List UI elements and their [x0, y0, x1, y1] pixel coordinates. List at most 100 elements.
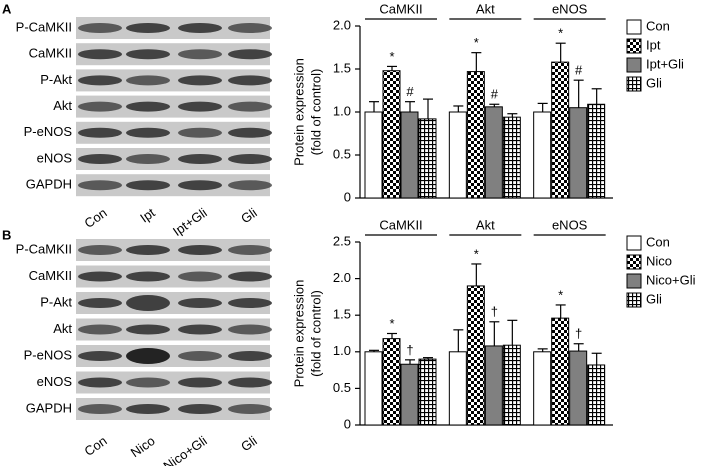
- blot-band: [126, 127, 170, 138]
- significance-label: #: [491, 87, 499, 102]
- legend-swatch: [626, 57, 642, 73]
- legend-swatch: [626, 19, 642, 35]
- significance-label: #: [406, 84, 414, 99]
- y-tick-label: 1.5: [333, 307, 351, 322]
- blot-row-label: eNOS: [37, 374, 73, 389]
- blot-band: [126, 324, 170, 335]
- blot-band: [178, 245, 222, 255]
- bar: [382, 338, 401, 426]
- blot-band: [228, 180, 272, 191]
- category-label: eNOS: [552, 217, 588, 232]
- bar: [587, 364, 606, 426]
- y-tick-label: 0.5: [333, 146, 351, 161]
- blot-band: [78, 324, 122, 335]
- blot-band: [78, 180, 122, 191]
- legend-swatch: [626, 38, 642, 54]
- blot-band: [228, 404, 272, 414]
- blot-band: [228, 351, 272, 361]
- blot-band: [78, 245, 122, 255]
- blot-band: [178, 298, 222, 308]
- blot-band: [178, 377, 222, 388]
- bar: [418, 118, 437, 199]
- bar: [569, 350, 588, 426]
- blot-band: [126, 245, 170, 255]
- blot-band: [178, 23, 222, 33]
- blot-band: [228, 101, 272, 112]
- category-label: eNOS: [552, 1, 588, 16]
- legend-swatch: [626, 292, 642, 308]
- blot-row-label: P-CaMKII: [16, 19, 72, 34]
- blot-row-label: GAPDH: [26, 177, 72, 192]
- blot-strip: [76, 345, 270, 367]
- blot-band: [126, 101, 170, 112]
- blot-strip: [76, 398, 270, 420]
- blot-band: [178, 101, 222, 112]
- blot-strip: [76, 69, 270, 92]
- category-label: CaMKII: [379, 217, 422, 232]
- significance-label: *: [389, 49, 394, 64]
- blot-band: [126, 271, 170, 282]
- bar: [551, 317, 570, 426]
- blot-row-label: P-Akt: [40, 294, 72, 309]
- blot-strip: [76, 43, 270, 66]
- blot-row-label: P-CaMKII: [16, 241, 72, 256]
- bar: [484, 106, 503, 199]
- blot-band: [178, 271, 222, 282]
- bar: [466, 71, 485, 199]
- category-label: CaMKII: [379, 1, 422, 16]
- blot-band: [126, 49, 170, 60]
- blot-band: [228, 324, 272, 335]
- blot-strip: [76, 174, 270, 197]
- blot-band: [178, 351, 222, 361]
- legend-label: Nico: [646, 253, 672, 268]
- bar: [587, 103, 606, 199]
- blot-band: [228, 245, 272, 255]
- legend-label: Ipt: [646, 37, 661, 52]
- lane-label: Con: [82, 205, 110, 231]
- lane-label: Gli: [238, 205, 260, 226]
- y-tick-label: 0: [344, 189, 351, 204]
- blot-band: [178, 75, 222, 86]
- bar: [466, 285, 485, 426]
- significance-label: *: [558, 287, 563, 302]
- blot-band: [78, 49, 122, 60]
- panel-label: A: [2, 1, 12, 16]
- blot-band: [178, 127, 222, 138]
- blot-band: [178, 154, 222, 164]
- legend-label: Gli: [646, 75, 662, 90]
- bar: [448, 111, 467, 199]
- blot-row-label: GAPDH: [26, 400, 72, 415]
- bar: [418, 358, 437, 426]
- bar: [569, 107, 588, 199]
- blot-band: [228, 49, 272, 60]
- blot-band: [178, 324, 222, 335]
- bar: [502, 344, 521, 426]
- blot-band: [228, 75, 272, 86]
- blot-band: [126, 154, 170, 164]
- y-axis-label: Protein expression: [291, 280, 306, 388]
- bar: [551, 61, 570, 199]
- lane-label: Con: [82, 433, 110, 459]
- blot-band: [228, 154, 272, 164]
- y-tick-label: 2.5: [333, 233, 351, 248]
- blot-strip: [76, 239, 270, 261]
- lane-label: Nico+Gli: [161, 433, 210, 466]
- legend-label: Nico+Gli: [646, 272, 696, 287]
- blot-band: [78, 154, 122, 164]
- panel-label: B: [2, 227, 11, 242]
- blot-row-label: CaMKII: [29, 268, 72, 283]
- category-label: Akt: [476, 217, 495, 232]
- y-tick-label: 1.0: [333, 343, 351, 358]
- legend-swatch: [626, 254, 642, 270]
- blot-row-label: CaMKII: [29, 46, 72, 61]
- blot-strip: [76, 265, 270, 288]
- bar: [448, 351, 467, 426]
- category-label: Akt: [476, 1, 495, 16]
- legend-swatch: [626, 273, 642, 289]
- blot-band: [228, 23, 272, 33]
- blot-band: [178, 180, 222, 191]
- bar: [502, 116, 521, 199]
- blot-band: [178, 49, 222, 60]
- bar: [400, 363, 419, 426]
- blot-band: [78, 271, 122, 282]
